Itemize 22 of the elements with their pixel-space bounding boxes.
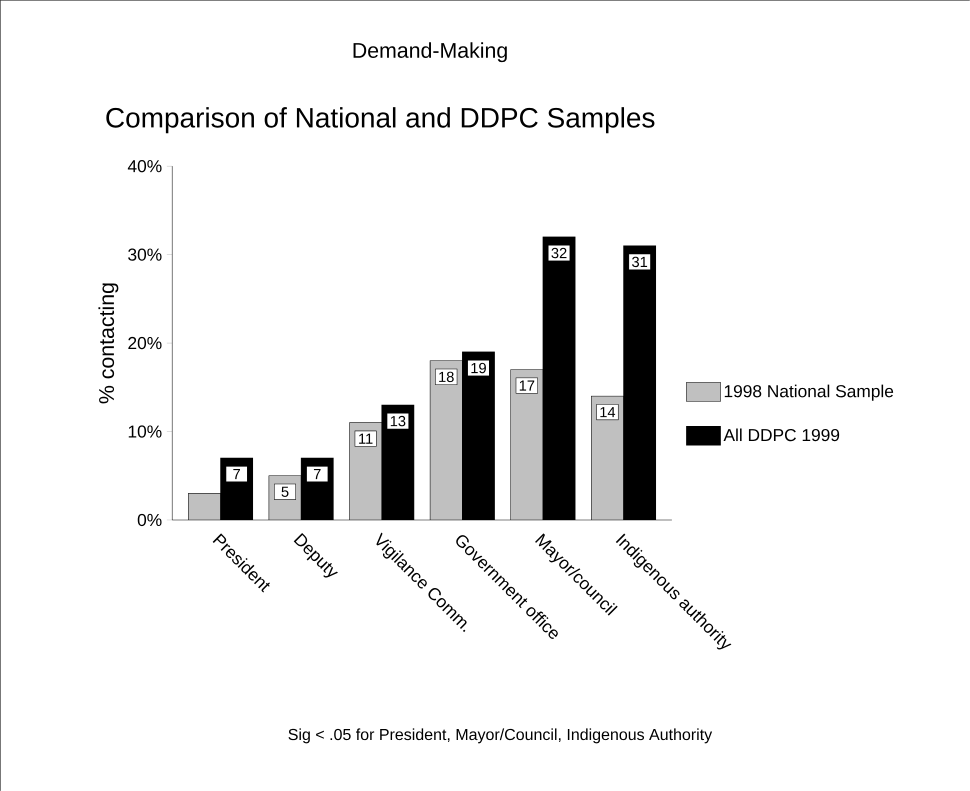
data-label: 11 <box>359 434 373 444</box>
legend-label: 1998 National Sample <box>724 384 894 401</box>
chart-subtitle: Comparison of National and DDPC Samples <box>106 107 654 134</box>
data-label: 5 <box>282 486 288 497</box>
data-label: 19 <box>471 362 486 374</box>
text: Sig < .05 for President, Mayor/Council, Indigenous Authority <box>288 728 712 744</box>
y-axis-title: % contacting <box>98 283 118 404</box>
y-tick-label: 10% <box>128 425 162 438</box>
data-label: 13 <box>390 416 406 426</box>
y-tick-label: 40% <box>128 160 162 172</box>
y-tick-label: 0% <box>138 514 162 526</box>
data-label: 31 <box>632 256 648 268</box>
legend-label: All DDPC 1999 <box>724 428 840 442</box>
y-tick-label: 30% <box>128 248 162 261</box>
y-tick-label: 20% <box>128 336 162 350</box>
data-label: 18 <box>439 372 454 382</box>
data-label: 32 <box>551 248 566 258</box>
data-label: 17 <box>520 380 534 391</box>
data-label: 7 <box>314 468 321 480</box>
chart-title: Demand-Making <box>354 42 507 62</box>
data-label: 7 <box>233 468 240 480</box>
data-label: 14 <box>600 407 616 418</box>
